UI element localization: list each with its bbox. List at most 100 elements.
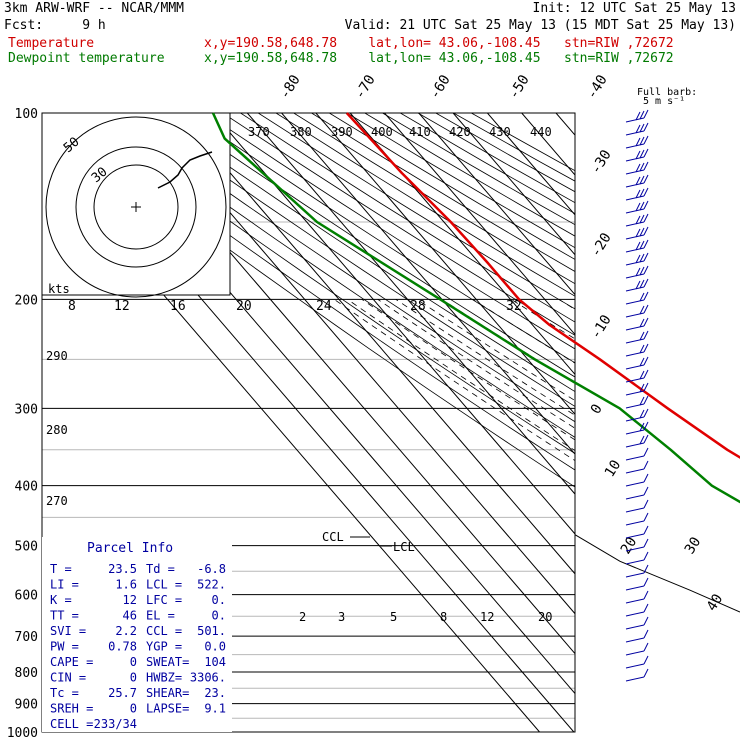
wind-barb <box>625 538 649 552</box>
wind-barb <box>625 161 649 175</box>
barb-flag <box>639 136 645 146</box>
wind-barb <box>625 447 649 461</box>
parcel-info-key: PW = <box>50 640 79 654</box>
barb-flag <box>635 280 641 290</box>
barb-staff <box>625 156 645 162</box>
barb-flag <box>643 668 649 678</box>
profiles-layer <box>211 112 740 504</box>
barb-staff <box>625 442 645 448</box>
dewpoint-location-info: x,y=190.58,648.78 lat,lon= 43.06,-108.45… <box>204 51 674 66</box>
barb-staff <box>625 390 645 396</box>
speed-scale-label: 32 <box>506 299 522 314</box>
isotherm-label: -50 <box>506 72 533 102</box>
barb-flag <box>635 202 641 212</box>
moist-adiabat <box>664 299 740 732</box>
pressure-label: 200 <box>15 293 38 308</box>
wind-barb <box>625 213 649 227</box>
parcel-info-value: 522. <box>197 578 226 592</box>
parcel-info-title: Parcel Info <box>87 541 173 556</box>
barb-flag <box>643 603 649 613</box>
barb-legend-title: Full barb: <box>637 87 697 98</box>
barb-flag <box>643 200 649 210</box>
barb-flag <box>639 162 645 172</box>
barb-staff <box>625 650 645 656</box>
barb-flag <box>643 408 649 418</box>
isotherm-label: -30 <box>588 147 615 177</box>
isotherm-line <box>384 113 575 336</box>
barb-staff <box>625 247 645 253</box>
barb-flag <box>639 331 645 341</box>
isotherm-label: -20 <box>588 230 615 260</box>
isotherm-line <box>693 113 740 732</box>
model-title: 3km ARW-WRF -- NCAR/MMM <box>4 1 185 16</box>
barb-flag <box>635 150 641 160</box>
plot-frame <box>41 112 576 733</box>
wind-barb <box>625 382 649 396</box>
theta-label: 420 <box>449 125 471 139</box>
wind-barb <box>625 291 649 305</box>
temperature-legend-label: Temperature <box>8 36 95 51</box>
dry-adiabat <box>169 113 575 378</box>
barb-staff <box>625 169 645 175</box>
barb-flag <box>639 370 645 380</box>
theta-label: 390 <box>331 125 353 139</box>
parcel-info-key: HWBZ= <box>146 671 182 685</box>
speed-scale-label: 28 <box>410 299 426 314</box>
parcel-info-box <box>42 537 232 732</box>
pressure-label: 900 <box>15 698 38 713</box>
barb-flag <box>639 201 645 211</box>
parcel-info-value: 104 <box>204 655 226 669</box>
barb-flag <box>639 123 645 133</box>
parcel-info-key: CIN = <box>50 671 86 685</box>
mixing-ratio-label: 5 <box>390 610 397 624</box>
barb-flag <box>643 551 649 561</box>
wind-barb <box>625 226 649 240</box>
isotherm-label: 0 <box>588 401 606 417</box>
wind-barb <box>625 265 649 279</box>
barb-flag <box>643 655 649 665</box>
barb-staff <box>625 195 645 201</box>
isotherm-line <box>452 113 575 256</box>
barb-flag <box>643 109 649 119</box>
moist-adiabat <box>703 299 740 732</box>
barb-flag <box>643 148 649 158</box>
barb-flag <box>643 629 649 639</box>
parcel-info-key: CELL = <box>50 717 93 731</box>
barb-flag <box>643 616 649 626</box>
barb-flag <box>643 304 649 314</box>
pressure-label: 500 <box>15 540 38 555</box>
barb-staff <box>625 299 645 305</box>
wind-barb <box>625 122 649 136</box>
temperature-profile <box>345 112 740 459</box>
barb-staff <box>625 312 645 318</box>
barb-flag <box>643 473 649 483</box>
frame-extension <box>574 534 740 613</box>
parcel-info-value: 46 <box>123 609 137 623</box>
dry-adiabat <box>44 113 575 488</box>
hodograph-ring <box>93 164 179 250</box>
barb-flag <box>643 252 649 262</box>
wind-barb <box>625 148 649 162</box>
moist-adiabat <box>613 299 740 732</box>
speed-scale-label: 8 <box>68 299 76 314</box>
dry-adiabat <box>133 113 575 407</box>
dewpoint-profile <box>211 112 740 504</box>
mixing-ratio-label: 20 <box>538 610 552 624</box>
barb-flag <box>643 512 649 522</box>
barb-flag <box>643 122 649 132</box>
barb-flag <box>635 254 641 264</box>
parcel-info-key: LI = <box>50 578 79 592</box>
hodograph-trace <box>157 151 213 189</box>
wind-barb <box>625 135 649 149</box>
barb-staff <box>625 338 645 344</box>
barb-flag <box>635 124 641 134</box>
barb-staff <box>625 637 645 643</box>
pressure-label: 800 <box>15 666 38 681</box>
barb-staff <box>625 598 645 604</box>
mixing-ratio-label: 8 <box>440 610 447 624</box>
parcel-info-key: CAPE = <box>50 655 93 669</box>
barb-flag <box>639 396 645 406</box>
barb-flag <box>643 213 649 223</box>
barb-staff <box>625 429 645 435</box>
